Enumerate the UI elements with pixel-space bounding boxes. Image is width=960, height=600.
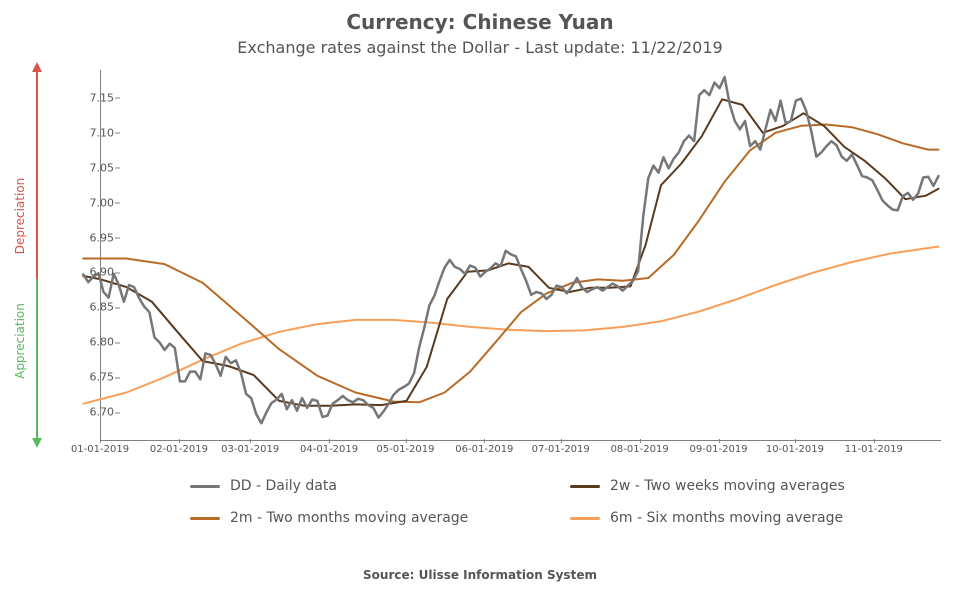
appreciation-label: Appreciation xyxy=(13,301,27,381)
x-tick: 10-01-2019 xyxy=(766,444,824,455)
source-label: Source: Ulisse Information System xyxy=(0,568,960,582)
x-tick: 07-01-2019 xyxy=(532,444,590,455)
series-2w xyxy=(83,99,938,406)
legend-item-6m: 6m - Six months moving average xyxy=(570,510,850,526)
legend-swatch-icon xyxy=(570,485,600,488)
legend-item-2w: 2w - Two weeks moving averages xyxy=(570,478,850,494)
x-tick: 05-01-2019 xyxy=(376,444,434,455)
legend-label: 2m - Two months moving average xyxy=(230,510,468,526)
y-tick: 6.95 xyxy=(64,231,114,244)
legend-item-2m: 2m - Two months moving average xyxy=(190,510,470,526)
y-tick: 7.15 xyxy=(64,91,114,104)
legend-label: 2w - Two weeks moving averages xyxy=(610,478,845,494)
depreciation-arrow-icon xyxy=(36,70,38,279)
legend: DD - Daily data 2w - Two weeks moving av… xyxy=(100,478,940,558)
y-tick: 6.80 xyxy=(64,336,114,349)
x-tick: 04-01-2019 xyxy=(300,444,358,455)
x-tick: 01-01-2019 xyxy=(71,444,129,455)
y-tick: 7.10 xyxy=(64,126,114,139)
y-tick: 6.75 xyxy=(64,371,114,384)
legend-swatch-icon xyxy=(570,517,600,520)
chart-title: Currency: Chinese Yuan xyxy=(0,10,960,34)
x-tick: 08-01-2019 xyxy=(611,444,669,455)
y-tick: 6.70 xyxy=(64,406,114,419)
chart-subtitle: Exchange rates against the Dollar - Last… xyxy=(0,38,960,57)
series-dd xyxy=(83,77,938,423)
legend-swatch-icon xyxy=(190,517,220,520)
legend-item-dd: DD - Daily data xyxy=(190,478,470,494)
legend-swatch-icon xyxy=(190,485,220,488)
y-tick: 7.00 xyxy=(64,196,114,209)
x-tick: 03-01-2019 xyxy=(221,444,279,455)
y-tick: 6.90 xyxy=(64,266,114,279)
depreciation-label: Depreciation xyxy=(13,176,27,256)
series-svg xyxy=(101,70,941,440)
x-tick: 09-01-2019 xyxy=(689,444,747,455)
y-tick: 6.85 xyxy=(64,301,114,314)
legend-label: 6m - Six months moving average xyxy=(610,510,843,526)
x-tick: 11-01-2019 xyxy=(845,444,903,455)
x-tick: 02-01-2019 xyxy=(150,444,208,455)
currency-chart: Currency: Chinese Yuan Exchange rates ag… xyxy=(0,0,960,600)
appreciation-arrow-icon xyxy=(36,279,38,440)
legend-label: DD - Daily data xyxy=(230,478,337,494)
x-tick: 06-01-2019 xyxy=(455,444,513,455)
y-tick: 7.05 xyxy=(64,161,114,174)
plot-area xyxy=(100,70,941,441)
